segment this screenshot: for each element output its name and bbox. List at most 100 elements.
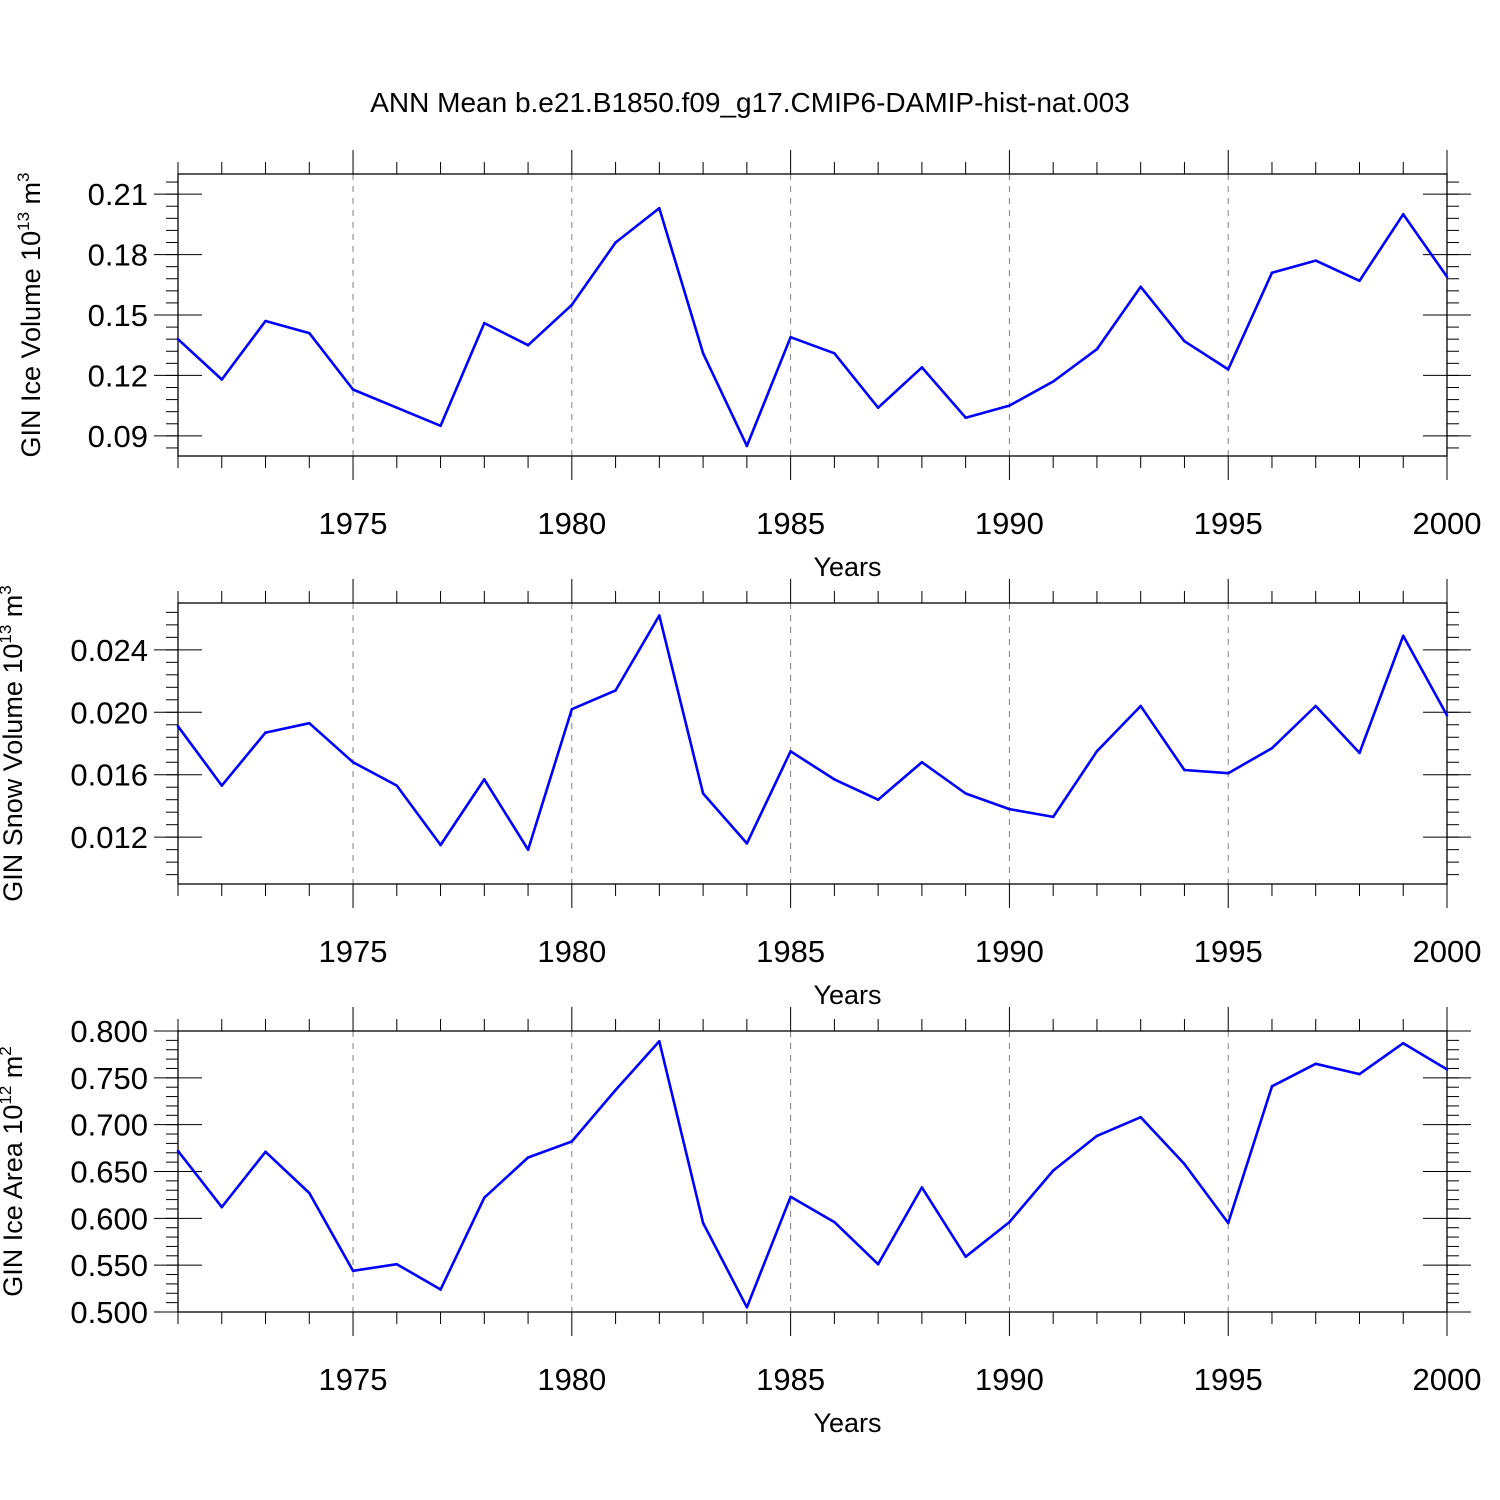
- data-point: [1139, 704, 1142, 708]
- data-point: [351, 760, 355, 764]
- y-tick-label: 0.750: [70, 1061, 148, 1096]
- panel-ice-volume: 0.09 0.12 0.15 0.18 0.21 1975 1980 1985 1990 1995…: [14, 150, 1481, 582]
- x-tick-label: 1995: [1194, 506, 1263, 541]
- data-point: [307, 331, 311, 335]
- y-axis-label: GIN Ice Area 1012 m2: [0, 1046, 28, 1297]
- data-point: [1051, 380, 1055, 383]
- data-point: [964, 416, 967, 420]
- data-point: [570, 303, 574, 307]
- x-tick-label: 1975: [319, 506, 388, 541]
- data-point: [1314, 1062, 1318, 1066]
- y-tick-label: 0.650: [70, 1155, 148, 1190]
- data-point: [1183, 768, 1186, 772]
- data-point: [439, 1288, 442, 1291]
- data-point: [307, 721, 311, 725]
- data-point: [833, 778, 836, 781]
- data-point: [1139, 285, 1142, 289]
- panel-snow-volume: 0.012 0.016 0.020 0.024 1975 1980 1985 1990 1995…: [0, 579, 1481, 1010]
- data-point: [1226, 771, 1230, 775]
- data-point: [1008, 1220, 1011, 1224]
- data-point: [395, 1262, 399, 1266]
- data-point: [833, 351, 836, 355]
- x-tick-label: 1990: [975, 506, 1044, 541]
- x-tick-label: 1985: [756, 934, 825, 969]
- y-tick-label: 0.12: [88, 358, 148, 393]
- x-tick-label: 1985: [756, 506, 825, 541]
- data-point: [1358, 279, 1361, 283]
- y-tick-label: 0.700: [70, 1108, 148, 1143]
- data-point: [876, 798, 880, 801]
- plot-frame: [177, 602, 1448, 885]
- data-point: [439, 843, 442, 847]
- data-point: [483, 1196, 486, 1200]
- data-point: [1445, 1068, 1449, 1071]
- y-axis-label: GIN Snow Volume 1013 m3: [0, 585, 28, 902]
- data-point: [1270, 746, 1274, 750]
- x-tick-label: 2000: [1413, 1362, 1482, 1397]
- data-point: [1139, 1115, 1142, 1119]
- y-tick-label: 0.09: [88, 419, 148, 454]
- x-tick-label: 1980: [537, 506, 606, 541]
- x-axis-label: Years: [813, 980, 881, 1010]
- data-point: [964, 1255, 967, 1259]
- data-point: [1226, 368, 1230, 371]
- series-line: [177, 206, 1449, 448]
- x-tick-label: 1975: [319, 934, 388, 969]
- data-point: [1314, 704, 1318, 708]
- y-tick-label: 0.21: [88, 177, 148, 212]
- data-point: [570, 1140, 574, 1143]
- data-point: [1095, 1134, 1099, 1138]
- panels: 0.09 0.12 0.15 0.18 0.21 1975 1980 1985 1990 1995…: [0, 150, 1481, 1438]
- data-point: [1401, 1041, 1405, 1045]
- data-point: [658, 206, 661, 210]
- y-tick-label: 0.020: [70, 695, 148, 730]
- data-point: [439, 424, 442, 428]
- x-tick-label: 1990: [975, 934, 1044, 969]
- x-tick-label: 1995: [1194, 1362, 1263, 1397]
- x-tick-label: 1995: [1194, 934, 1263, 969]
- data-point: [1183, 1162, 1186, 1166]
- data-point: [395, 406, 399, 409]
- data-point: [614, 689, 617, 692]
- data-point: [745, 1306, 749, 1309]
- data-point: [1270, 1084, 1274, 1088]
- x-tick-label: 2000: [1413, 934, 1482, 969]
- data-point: [1401, 212, 1405, 216]
- data-point: [745, 842, 749, 845]
- data-point: [307, 1191, 311, 1195]
- data-point: [701, 1221, 705, 1225]
- x-axis-label: Years: [813, 1408, 881, 1438]
- data-point: [789, 335, 792, 339]
- data-point: [701, 351, 705, 355]
- data-point: [658, 614, 661, 617]
- series-line: [176, 1040, 1448, 1309]
- data-point: [570, 707, 574, 711]
- data-point: [220, 378, 224, 381]
- data-point: [1183, 339, 1186, 343]
- chart-title: ANN Mean b.e21.B1850.f09_g17.CMIP6-DAMIP…: [370, 87, 1130, 118]
- y-tick-label: 0.500: [70, 1295, 148, 1330]
- x-tick-label: 1975: [319, 1362, 388, 1397]
- y-tick-label: 0.016: [70, 758, 148, 793]
- x-tick-label: 1985: [756, 1362, 825, 1397]
- data-point: [220, 784, 224, 787]
- data-point: [1095, 347, 1099, 351]
- x-tick-label: 1980: [537, 934, 606, 969]
- data-point: [1401, 634, 1405, 638]
- series-line: [176, 614, 1449, 852]
- data-point: [351, 1269, 355, 1273]
- data-point: [264, 319, 267, 323]
- data-point: [745, 444, 749, 448]
- data-point: [395, 784, 399, 787]
- plot-frame: [177, 173, 1448, 457]
- data-point: [920, 1186, 924, 1189]
- data-point: [1270, 271, 1274, 275]
- data-point: [1226, 1221, 1230, 1225]
- data-point: [176, 337, 180, 341]
- data-point: [614, 1088, 617, 1092]
- data-point: [876, 406, 880, 409]
- data-point: [789, 1195, 792, 1199]
- data-point: [351, 388, 355, 391]
- data-point: [1358, 751, 1361, 755]
- data-point: [483, 321, 486, 325]
